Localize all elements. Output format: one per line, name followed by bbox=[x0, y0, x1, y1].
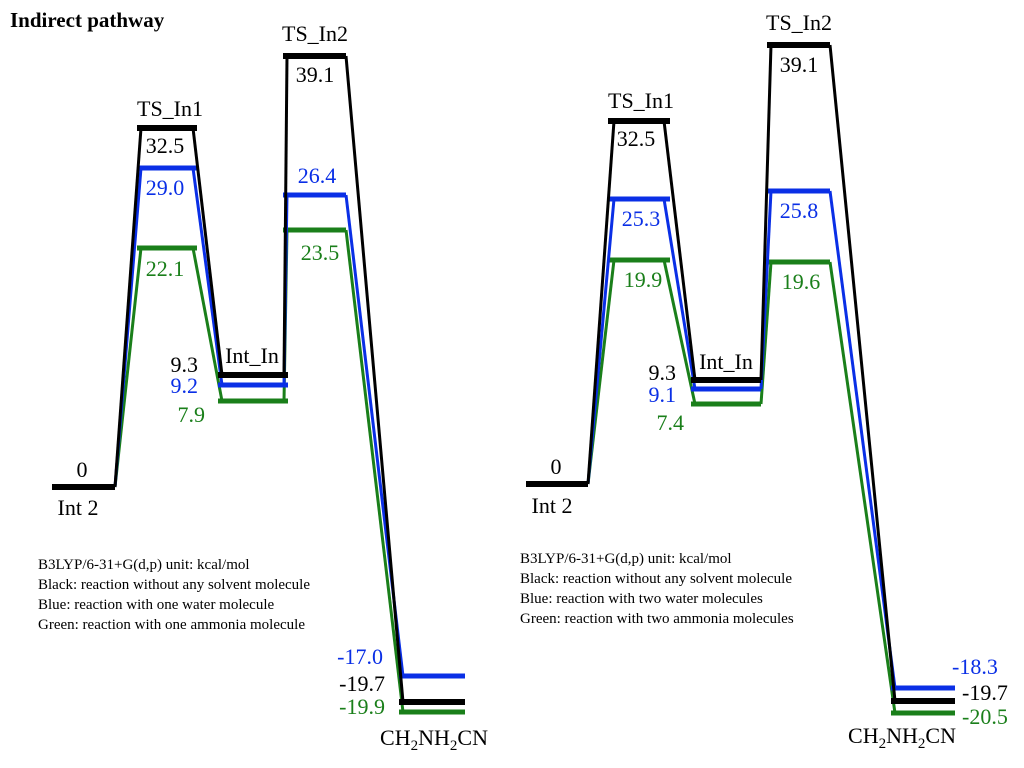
energy-value-label: 22.1 bbox=[146, 256, 185, 281]
pathway-connector bbox=[759, 44, 773, 381]
method-note: B3LYP/6-31+G(d,p) unit: kcal/mol bbox=[38, 557, 250, 573]
energy-value-label: 26.4 bbox=[298, 163, 337, 188]
state-label-start: Int 2 bbox=[532, 493, 573, 518]
legend-black: Black: reaction without any solvent mole… bbox=[38, 577, 311, 593]
energy-value-label: 39.1 bbox=[296, 62, 335, 87]
pathway-connector bbox=[344, 229, 405, 713]
energy-value-label: 0 bbox=[77, 457, 88, 482]
state-label-product: CH2NH2CN bbox=[380, 725, 488, 754]
formula-text: CH bbox=[848, 723, 879, 748]
legend-black: Black: reaction without any solvent mole… bbox=[520, 571, 793, 587]
state-label-ts1: TS_In1 bbox=[608, 88, 674, 113]
pathway-connector bbox=[662, 198, 697, 390]
pathway-connector bbox=[828, 261, 897, 714]
subscript-text: 2 bbox=[918, 736, 926, 752]
energy-value-label: 29.0 bbox=[146, 175, 185, 200]
state-label-product: CH2NH2CN bbox=[848, 723, 956, 752]
energy-value-label: 7.4 bbox=[657, 410, 685, 435]
formula-text: CN bbox=[457, 725, 488, 750]
legend-blue: Blue: reaction with one water molecule bbox=[38, 597, 275, 613]
energy-value-label: 9.3 bbox=[649, 360, 677, 385]
energy-value-label: 9.1 bbox=[649, 382, 677, 407]
energy-value-label: 32.5 bbox=[146, 133, 185, 158]
energy-value-label: -18.3 bbox=[952, 654, 998, 679]
energy-panel-2: 19.9 7.4 19.6 -20.5 25.3 9.1 25.8 -18.3 0 32.5 9.3… bbox=[526, 10, 1008, 752]
energy-value-label: -19.9 bbox=[339, 694, 385, 719]
black-series: 0 32.5 9.3 39.1 -19.7 bbox=[52, 53, 465, 705]
formula-text: CH bbox=[380, 725, 411, 750]
energy-value-label: -19.7 bbox=[962, 680, 1008, 705]
green-series: 22.1 7.9 23.5 -19.9 bbox=[52, 227, 465, 719]
black-series: 0 32.5 9.3 39.1 -19.7 bbox=[526, 42, 1008, 705]
method-note: B3LYP/6-31+G(d,p) unit: kcal/mol bbox=[520, 551, 732, 567]
pathway-connector bbox=[191, 127, 224, 376]
state-label-start: Int 2 bbox=[58, 495, 99, 520]
legend-notes-right: B3LYP/6-31+G(d,p) unit: kcal/mol Black: … bbox=[520, 549, 794, 629]
legend-green: Green: reaction with two ammonia molecul… bbox=[520, 611, 794, 627]
energy-value-label: 25.8 bbox=[780, 198, 819, 223]
diagram-title: Indirect pathway bbox=[10, 8, 165, 32]
subscript-text: 2 bbox=[450, 738, 458, 754]
pathway-connector bbox=[828, 44, 897, 702]
pathway-connector bbox=[344, 55, 405, 703]
pathway-connector bbox=[662, 120, 697, 381]
energy-value-label: 23.5 bbox=[301, 240, 340, 265]
state-label-ts2: TS_In2 bbox=[282, 21, 348, 46]
state-label-int: Int_In bbox=[225, 343, 279, 368]
subscript-text: 2 bbox=[879, 736, 887, 752]
subscript-text: 2 bbox=[411, 738, 419, 754]
energy-value-label: 19.6 bbox=[782, 269, 821, 294]
pathway-connector bbox=[191, 167, 224, 386]
energy-value-label: 7.9 bbox=[178, 402, 206, 427]
state-label-ts1: TS_In1 bbox=[137, 96, 203, 121]
energy-value-label: -17.0 bbox=[337, 644, 383, 669]
pathway-connector bbox=[282, 55, 289, 376]
formula-text: NH bbox=[886, 723, 918, 748]
pathway-connector bbox=[662, 259, 697, 405]
energy-value-label: 32.5 bbox=[617, 126, 656, 151]
energy-value-label: 25.3 bbox=[622, 206, 661, 231]
energy-value-label: -20.5 bbox=[962, 704, 1008, 729]
energy-value-label: -19.7 bbox=[339, 671, 385, 696]
pathway-connector bbox=[191, 247, 224, 402]
state-label-int: Int_In bbox=[699, 349, 753, 374]
legend-blue: Blue: reaction with two water molecules bbox=[520, 591, 763, 607]
state-label-ts2: TS_In2 bbox=[766, 10, 832, 35]
legend-notes-left: B3LYP/6-31+G(d,p) unit: kcal/mol Black: … bbox=[38, 555, 310, 635]
energy-value-label: 9.2 bbox=[171, 373, 199, 398]
energy-value-label: 39.1 bbox=[780, 52, 819, 77]
pathway-connector bbox=[113, 127, 143, 488]
legend-green: Green: reaction with one ammonia molecul… bbox=[38, 617, 305, 633]
energy-value-label: 19.9 bbox=[624, 267, 663, 292]
formula-text: CN bbox=[925, 723, 956, 748]
energy-panel-1: 22.1 7.9 23.5 -19.9 29.0 9.2 26.4 -17.0 0 32.5 9.3… bbox=[52, 21, 488, 754]
energy-value-label: 0 bbox=[551, 454, 562, 479]
pathway-connector bbox=[586, 120, 616, 485]
formula-text: NH bbox=[418, 725, 450, 750]
energy-value-label: 9.3 bbox=[171, 352, 199, 377]
